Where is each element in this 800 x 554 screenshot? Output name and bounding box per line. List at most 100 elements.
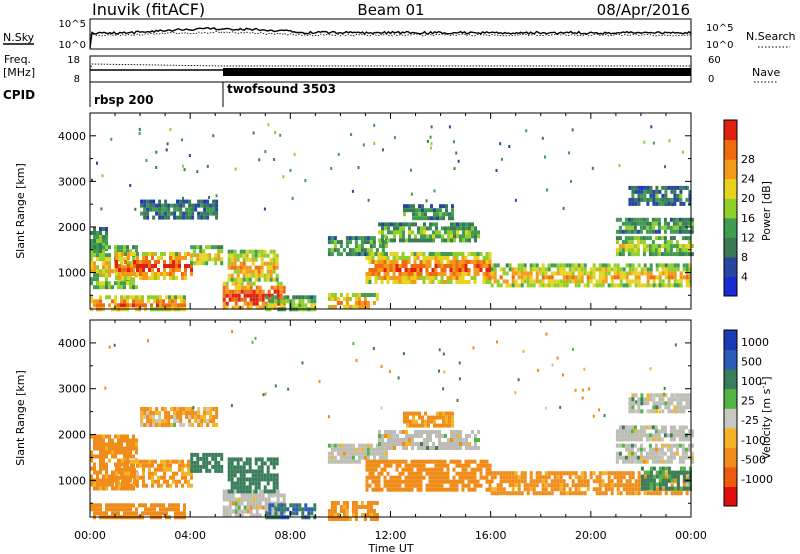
power-cell [184, 268, 187, 272]
velocity-cell [222, 505, 226, 510]
power-cell [622, 271, 626, 276]
velocity-cell [448, 415, 451, 420]
velocity-cell [377, 463, 381, 468]
power-cell [102, 303, 105, 308]
velocity-cell [272, 481, 276, 486]
velocity-cell [688, 405, 692, 410]
velocity-cell [419, 475, 423, 480]
power-cell [634, 185, 638, 190]
velocity-cell [571, 483, 575, 488]
velocity-cell [242, 489, 246, 494]
power-cell [502, 267, 506, 272]
power-cell [163, 260, 166, 264]
power-cell [271, 299, 275, 304]
velocity-cell [651, 425, 655, 430]
power-cell [327, 297, 331, 301]
power-cell [345, 236, 349, 241]
velocity-cell [348, 517, 352, 521]
velocity-cell [433, 419, 436, 424]
velocity-cell [233, 481, 237, 486]
power-cell [667, 275, 671, 280]
velocity-cell [438, 442, 441, 446]
power-cell [508, 263, 512, 268]
power-cell [631, 267, 635, 272]
power-cell [175, 276, 178, 280]
power-cell [443, 268, 447, 272]
velocity-cell [607, 475, 611, 480]
power-cell [143, 211, 147, 216]
velocity-cell [263, 473, 267, 478]
power-cell [141, 295, 144, 300]
power-cell [96, 299, 99, 304]
power-cell [155, 166, 158, 169]
power-cell [663, 244, 667, 249]
velocity-cell [443, 459, 447, 464]
velocity-cell [646, 393, 650, 398]
power-cell [672, 236, 676, 241]
velocity-cell [166, 459, 169, 464]
velocity-cell [132, 462, 135, 467]
velocity-cell [676, 405, 680, 410]
power-cell [468, 222, 471, 227]
velocity-cell [158, 419, 162, 423]
power-cell [523, 275, 527, 280]
power-cell [440, 276, 444, 280]
power-cell [111, 269, 114, 274]
velocity-cell [523, 479, 527, 484]
velocity-cell [627, 451, 631, 456]
velocity-cell [386, 487, 390, 492]
power-cell [108, 295, 111, 300]
power-cell [598, 275, 602, 280]
power-cell [108, 273, 111, 278]
power-cell [237, 281, 241, 286]
velocity-cell [117, 470, 120, 475]
velocity-cell [645, 459, 649, 464]
velocity-cell [90, 458, 93, 463]
velocity-cell [456, 446, 459, 450]
power-cell [200, 215, 204, 220]
velocity-cell [209, 407, 213, 411]
power-cell [556, 263, 560, 268]
velocity-cell [396, 442, 399, 446]
power-cell [188, 154, 191, 157]
power-cell [682, 185, 686, 190]
power-cell [428, 256, 432, 260]
velocity-cell [227, 461, 231, 466]
velocity-cell [401, 479, 405, 484]
power-cell [613, 275, 617, 280]
power-cell [161, 215, 165, 220]
velocity-cell [682, 483, 686, 488]
velocity-cell [529, 479, 533, 484]
velocity-cell [384, 442, 387, 446]
nsearch-tick-top: 10^5 [706, 23, 733, 34]
velocity-cell [488, 487, 492, 492]
power-cell [490, 275, 494, 280]
power-cell [392, 280, 396, 284]
power-cell [115, 268, 118, 272]
velocity-cell [652, 405, 656, 410]
power-cell [261, 301, 265, 306]
velocity-cell [176, 415, 180, 419]
velocity-cell [146, 419, 150, 423]
velocity-cell [392, 487, 396, 492]
velocity-cell [615, 451, 619, 456]
velocity-cell [99, 458, 102, 463]
power-cell [100, 207, 103, 211]
velocity-cell [220, 464, 224, 469]
power-cell [417, 238, 420, 243]
velocity-cell [437, 483, 441, 488]
velocity-cell [144, 503, 147, 508]
velocity-cell [351, 447, 355, 452]
velocity-cell [562, 479, 566, 484]
power-cell [212, 134, 215, 138]
power-cell [493, 271, 497, 276]
velocity-cell [634, 409, 638, 414]
power-cell [488, 264, 492, 268]
velocity-cell [670, 397, 674, 402]
velocity-cell [260, 469, 264, 474]
power-cell [179, 199, 183, 204]
power-cell [663, 229, 667, 234]
power-cell [410, 276, 414, 280]
power-cell [660, 186, 663, 190]
velocity-cell [583, 483, 587, 488]
